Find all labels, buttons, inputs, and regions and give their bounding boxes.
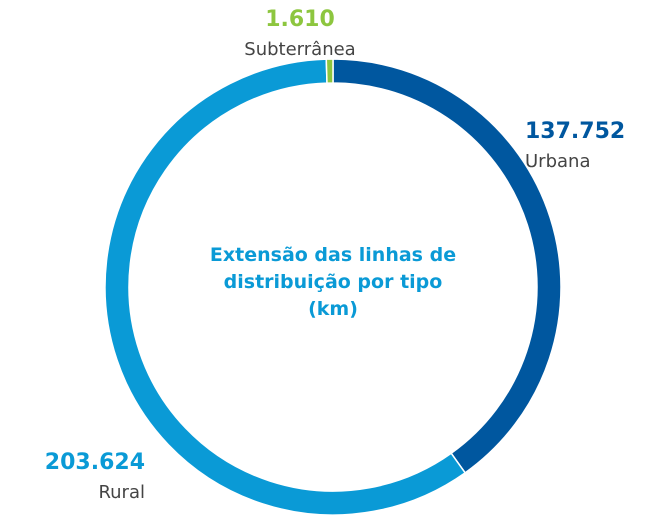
donut-segment [104, 58, 467, 516]
category-label: Rural [98, 482, 145, 503]
value-label: 137.752 [525, 119, 625, 144]
chart-title: Extensão das linhas de distribuição por … [209, 244, 457, 320]
donut-segment [325, 58, 334, 84]
value-label: 203.624 [45, 450, 145, 475]
category-label: Urbana [525, 151, 590, 172]
value-label: 1.610 [265, 7, 335, 32]
category-label: Subterrânea [244, 39, 355, 60]
